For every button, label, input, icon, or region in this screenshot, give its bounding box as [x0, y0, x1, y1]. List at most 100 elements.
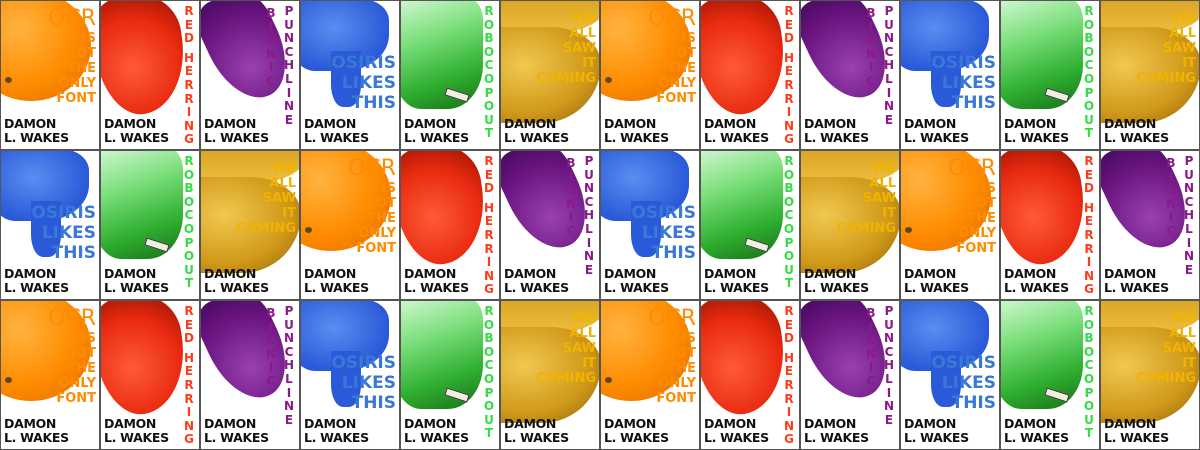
book-cover-robocopout[interactable]: ROBOCOPOUTROBOCOPOUTDAMONL. WAKES	[400, 300, 500, 450]
title-line: FONT	[656, 91, 696, 106]
title-letter: P	[884, 4, 894, 18]
cover-title: OCR IS NOT THE ONLY FONT	[48, 7, 96, 107]
cover-title-column: BIONICBIONIC	[265, 306, 277, 389]
title-letter: R	[484, 241, 494, 256]
title-letter: N	[283, 99, 295, 114]
title-letter: E	[784, 64, 794, 79]
book-cover-robocopout[interactable]: ROBOCOPOUTROBOCOPOUTDAMONL. WAKES	[1000, 300, 1100, 450]
author-name: DAMON L. WAKES	[1104, 117, 1169, 145]
title-letter: E	[184, 317, 194, 332]
author-line-2: L. WAKES	[1004, 430, 1069, 445]
book-cover-ocr[interactable]: OCR IS NOT THE ONLY FONT DAMON L. WAKES	[0, 300, 100, 450]
title-line: OCR	[648, 6, 696, 31]
title-letter: N	[183, 418, 195, 433]
book-cover-we-all-saw[interactable]: WE ALL SAW IT COMING DAMON L. WAKES	[200, 150, 300, 300]
title-letter: O	[183, 249, 195, 264]
car-image	[401, 1, 483, 109]
title-letter: N	[883, 99, 895, 114]
author-line-1: DAMON	[4, 416, 57, 431]
title-letter: O	[265, 333, 277, 348]
cover-title-column: PUNCHLINEPUNCHLINE	[283, 4, 295, 128]
title-letter: R	[784, 304, 794, 318]
book-cover-bionic-punchline[interactable]: BIONICBIONICPUNCHLINEPUNCHLINEDAMONL. WA…	[200, 0, 300, 150]
title-letter: I	[786, 405, 792, 420]
title-letter: C	[184, 208, 194, 223]
author-name: DAMON L. WAKES	[1004, 117, 1069, 145]
title-letter: B	[1084, 331, 1094, 346]
author-line-1: DAMON	[604, 116, 657, 131]
author-name: DAMON L. WAKES	[604, 417, 669, 445]
title-letter: I	[486, 255, 492, 270]
title-letter: N	[1183, 181, 1195, 196]
title-letter: I	[268, 360, 274, 375]
book-cover-osiris[interactable]: OSIRIS LIKES THIS DAMON L. WAKES	[900, 300, 1000, 450]
author-line-1: DAMON	[1104, 116, 1157, 131]
title-letter: D	[484, 181, 494, 196]
author-line-2: L. WAKES	[104, 280, 169, 295]
book-cover-bionic-punchline[interactable]: BIONICBIONICPUNCHLINEPUNCHLINEDAMONL. WA…	[800, 0, 900, 150]
book-cover-osiris[interactable]: OSIRIS LIKES THIS DAMON L. WAKES	[600, 150, 700, 300]
title-letter: U	[784, 262, 794, 277]
book-cover-osiris[interactable]: OSIRIS LIKES THIS DAMON L. WAKES	[300, 0, 400, 150]
title-line: WE	[1172, 11, 1196, 26]
title-line: COMING	[1136, 71, 1196, 86]
title-letter: P	[1184, 154, 1194, 168]
title-line: IT	[582, 56, 596, 71]
author-line-2: L. WAKES	[1004, 280, 1069, 295]
author-name: DAMON L. WAKES	[504, 117, 569, 145]
book-cover-ocr[interactable]: OCR IS NOT THE ONLY FONT DAMON L. WAKES	[0, 0, 100, 150]
title-letter: R	[1084, 241, 1094, 256]
book-cover-bionic-punchline[interactable]: BIONICBIONICPUNCHLINEPUNCHLINEDAMONL. WA…	[1100, 150, 1200, 300]
book-cover-bionic-punchline[interactable]: BIONICBIONICPUNCHLINEPUNCHLINEDAMONL. WA…	[800, 300, 900, 450]
title-letter: N	[883, 31, 895, 46]
book-cover-osiris[interactable]: OSIRIS LIKES THIS DAMON L. WAKES	[300, 300, 400, 450]
cover-title: OCR IS NOT THE ONLY FONT	[948, 157, 996, 257]
title-letter: B	[784, 181, 794, 196]
cover-title-column: ROBOCOPOUTROBOCOPOUT	[1083, 4, 1095, 141]
title-letter: G	[184, 432, 194, 447]
book-cover-ocr[interactable]: OCR IS NOT THE ONLY FONT DAMON L. WAKES	[600, 0, 700, 150]
title-letter: O	[1083, 399, 1095, 414]
cover-title-column: BIONICBIONIC	[1165, 156, 1177, 239]
book-cover-bionic-punchline[interactable]: BIONICBIONICPUNCHLINEPUNCHLINEDAMONL. WA…	[200, 300, 300, 450]
title-line: IS	[981, 181, 996, 196]
title-letter: O	[783, 249, 795, 264]
book-cover-we-all-saw[interactable]: WE ALL SAW IT COMING DAMON L. WAKES	[1100, 300, 1200, 450]
book-cover-osiris[interactable]: OSIRIS LIKES THIS DAMON L. WAKES	[900, 0, 1000, 150]
book-cover-robocopout[interactable]: ROBOCOPOUTROBOCOPOUTDAMONL. WAKES	[100, 150, 200, 300]
title-line: COMING	[236, 221, 296, 236]
book-cover-robocopout[interactable]: ROBOCOPOUTROBOCOPOUTDAMONL. WAKES	[700, 150, 800, 300]
author-line-2: L. WAKES	[4, 130, 69, 145]
book-cover-we-all-saw[interactable]: WE ALL SAW IT COMING DAMON L. WAKES	[1100, 0, 1200, 150]
book-cover-robocopout[interactable]: ROBOCOPOUTROBOCOPOUTDAMONL. WAKES	[400, 0, 500, 150]
book-cover-we-all-saw[interactable]: WE ALL SAW IT COMING DAMON L. WAKES	[500, 300, 600, 450]
author-line-2: L. WAKES	[4, 280, 69, 295]
book-cover-bionic-punchline[interactable]: BIONICBIONICPUNCHLINEPUNCHLINEDAMONL. WA…	[500, 150, 600, 300]
book-cover-ocr[interactable]: OCR IS NOT THE ONLY FONT DAMON L. WAKES	[300, 150, 400, 300]
book-cover-ocr[interactable]: OCR IS NOT THE ONLY FONT DAMON L. WAKES	[600, 300, 700, 450]
title-letter: P	[284, 4, 294, 18]
book-cover-osiris[interactable]: OSIRIS LIKES THIS DAMON L. WAKES	[0, 150, 100, 300]
title-letter: P	[784, 235, 794, 250]
title-line: THE	[367, 211, 396, 226]
title-letter: D	[784, 31, 794, 46]
author-name: DAMON L. WAKES	[1004, 417, 1069, 445]
title-line: SAW	[1162, 341, 1196, 356]
title-letter: H	[283, 58, 295, 73]
book-cover-we-all-saw[interactable]: WE ALL SAW IT COMING DAMON L. WAKES	[500, 0, 600, 150]
book-cover-we-all-saw[interactable]: WE ALL SAW IT COMING DAMON L. WAKES	[800, 150, 900, 300]
title-letter: B	[866, 306, 876, 320]
book-cover-ocr[interactable]: OCR IS NOT THE ONLY FONT DAMON L. WAKES	[900, 150, 1000, 300]
eye-of-horus-image	[331, 51, 361, 107]
